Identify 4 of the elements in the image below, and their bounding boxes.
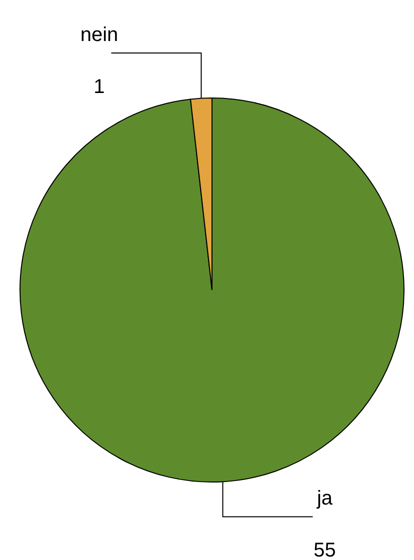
data-label: 55 [314,540,336,560]
slice-label: nein [80,24,118,46]
data-label: 1 [94,76,105,98]
slice-label: ja [316,488,334,510]
